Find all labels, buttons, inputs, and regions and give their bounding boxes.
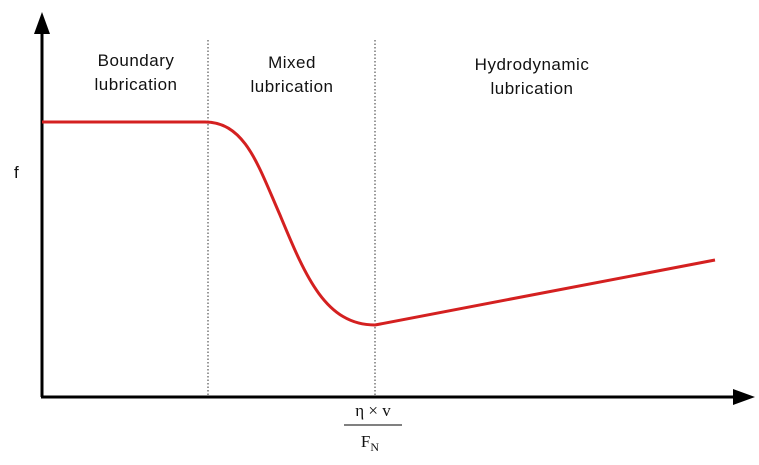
denominator: F [361, 432, 370, 451]
region-label: Hydrodynamic [475, 55, 590, 74]
y-axis-arrow [34, 12, 50, 34]
y-axis-label: f [14, 163, 19, 182]
x-label-numerator: η × v [355, 401, 391, 420]
region-label: Boundary [98, 51, 175, 70]
stribeck-curve [42, 120, 716, 327]
x-axis-arrow [733, 389, 755, 405]
subscript: N [370, 440, 379, 454]
region-label: lubrication [95, 75, 178, 94]
x-label-denominator: FN [361, 432, 379, 454]
region-label: Mixed [268, 53, 316, 72]
region-label: lubrication [251, 77, 334, 96]
region-label: lubrication [491, 79, 574, 98]
